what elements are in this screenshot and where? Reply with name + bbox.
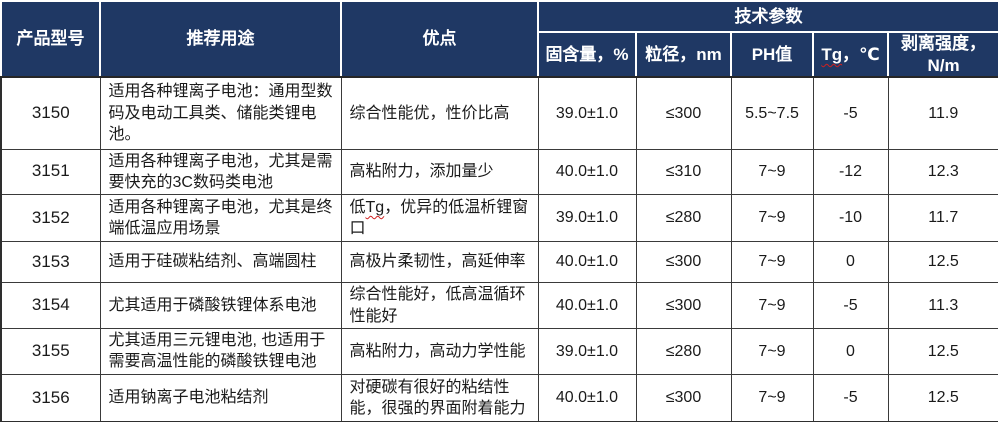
cell-peel-strength: 11.7	[887, 194, 998, 243]
cell-use: 适用各种锂离子电池，尤其是终端低温应用场景	[99, 194, 342, 243]
cell-ph: 7~9	[730, 241, 814, 284]
cell-peel-strength: 12.5	[887, 241, 998, 284]
table-body: 3150 适用各种锂离子电池：通用型数码及电动工具类、储能类锂电池。 综合性能优…	[0, 76, 998, 422]
cell-ph: 7~9	[730, 148, 814, 196]
peel-strength-line1: 剥离强度，	[901, 34, 986, 54]
cell-solid-content: 40.0±1.0	[537, 373, 637, 422]
header-solid-content: 固含量，%	[537, 31, 637, 78]
cell-solid-content: 40.0±1.0	[537, 241, 637, 284]
table-row: 3152 适用各种锂离子电池，尤其是终端低温应用场景 低Tg，优异的低温析锂窗口…	[0, 194, 998, 243]
cell-ph: 5.5~7.5	[730, 76, 814, 150]
cell-use: 适用钠离子电池粘结剂	[99, 373, 342, 422]
advantage-suffix: ，优异的低温析锂窗口	[349, 198, 529, 238]
advantage-prefix: 低	[349, 198, 366, 216]
cell-solid-content: 39.0±1.0	[537, 328, 637, 375]
cell-model: 3152	[0, 194, 101, 243]
cell-use: 适用各种锂离子电池，尤其是需要快充的3C数码类电池	[99, 148, 342, 196]
cell-particle-size: ≤300	[635, 76, 732, 150]
header-recommended-use: 推荐用途	[99, 0, 342, 78]
header-advantages: 优点	[340, 0, 539, 78]
tg-spellcheck-text: Tg	[365, 198, 385, 216]
cell-advantage: 低Tg，优异的低温析锂窗口	[340, 194, 539, 243]
cell-advantage: 高粘附力，高动力学性能	[340, 328, 539, 375]
cell-model: 3155	[0, 328, 101, 375]
cell-tg: 0	[812, 241, 889, 284]
cell-solid-content: 40.0±1.0	[537, 282, 637, 330]
tg-unit-text: ，℃	[842, 44, 880, 64]
cell-model: 3151	[0, 148, 101, 196]
cell-ph: 7~9	[730, 373, 814, 422]
cell-solid-content: 39.0±1.0	[537, 194, 637, 243]
cell-particle-size: ≤310	[635, 148, 732, 196]
cell-advantage: 综合性能好，低高温循环性能好	[340, 282, 539, 330]
header-particle-size: 粒径，nm	[635, 31, 732, 78]
cell-advantage: 高粘附力，添加量少	[340, 148, 539, 196]
cell-tg: 0	[812, 328, 889, 375]
cell-particle-size: ≤300	[635, 241, 732, 284]
cell-ph: 7~9	[730, 282, 814, 330]
cell-tg: -12	[812, 148, 889, 196]
cell-tg: -5	[812, 282, 889, 330]
cell-advantage: 对硬碳有很好的粘结性能，很强的界面附着能力	[340, 373, 539, 422]
cell-tg: -10	[812, 194, 889, 243]
cell-model: 3150	[0, 76, 101, 150]
cell-peel-strength: 12.5	[887, 373, 998, 422]
cell-particle-size: ≤300	[635, 282, 732, 330]
cell-model: 3156	[0, 373, 101, 422]
table-header: 产品型号 推荐用途 优点 技术参数 固含量，% 粒径，nm PH值 Tg，℃ 剥…	[0, 0, 998, 78]
cell-use: 适用各种锂离子电池：通用型数码及电动工具类、储能类锂电池。	[99, 76, 342, 150]
peel-strength-line2: N/m	[927, 55, 960, 75]
table-row: 3151 适用各种锂离子电池，尤其是需要快充的3C数码类电池 高粘附力，添加量少…	[0, 148, 998, 196]
cell-advantage: 综合性能优，性价比高	[340, 76, 539, 150]
table-row: 3156 适用钠离子电池粘结剂 对硬碳有很好的粘结性能，很强的界面附着能力 40…	[0, 373, 998, 422]
header-tech-params-group: 技术参数	[536, 0, 998, 33]
header-group-row: 产品型号 推荐用途 优点 技术参数	[0, 0, 998, 78]
cell-particle-size: ≤280	[635, 194, 732, 243]
table-row: 3155 尤其适用三元锂电池, 也适用于需要高温性能的磷酸铁锂电池 高粘附力，高…	[0, 328, 998, 375]
cell-ph: 7~9	[730, 194, 814, 243]
cell-tg: -5	[812, 76, 889, 150]
cell-use: 适用于硅碳粘结剂、高端圆柱	[99, 241, 342, 284]
tg-spellcheck-text: Tg	[821, 44, 843, 64]
cell-particle-size: ≤280	[635, 328, 732, 375]
cell-peel-strength: 12.3	[887, 148, 998, 196]
cell-use: 尤其适用于磷酸铁锂体系电池	[99, 282, 342, 330]
cell-ph: 7~9	[730, 328, 814, 375]
header-tg: Tg，℃	[812, 31, 889, 78]
cell-use: 尤其适用三元锂电池, 也适用于需要高温性能的磷酸铁锂电池	[99, 328, 342, 375]
header-product-model: 产品型号	[0, 0, 101, 78]
cell-peel-strength: 12.5	[887, 328, 998, 375]
cell-peel-strength: 11.9	[887, 76, 998, 150]
cell-solid-content: 39.0±1.0	[537, 76, 637, 150]
table-row: 3154 尤其适用于磷酸铁锂体系电池 综合性能好，低高温循环性能好 40.0±1…	[0, 282, 998, 330]
header-peel-strength: 剥离强度， N/m	[886, 31, 998, 78]
table-row: 3153 适用于硅碳粘结剂、高端圆柱 高极片柔韧性，高延伸率 40.0±1.0 …	[0, 241, 998, 284]
cell-solid-content: 40.0±1.0	[537, 148, 637, 196]
cell-advantage: 高极片柔韧性，高延伸率	[340, 241, 539, 284]
header-ph-value: PH值	[730, 31, 814, 78]
header-sub-row: 固含量，% 粒径，nm PH值 Tg，℃ 剥离强度， N/m	[1, 31, 998, 78]
cell-tg: -5	[812, 373, 889, 422]
cell-model: 3153	[0, 241, 101, 284]
cell-peel-strength: 11.3	[887, 282, 998, 330]
cell-model: 3154	[0, 282, 101, 330]
table-row: 3150 适用各种锂离子电池：通用型数码及电动工具类、储能类锂电池。 综合性能优…	[0, 76, 998, 150]
cell-particle-size: ≤300	[635, 373, 732, 422]
